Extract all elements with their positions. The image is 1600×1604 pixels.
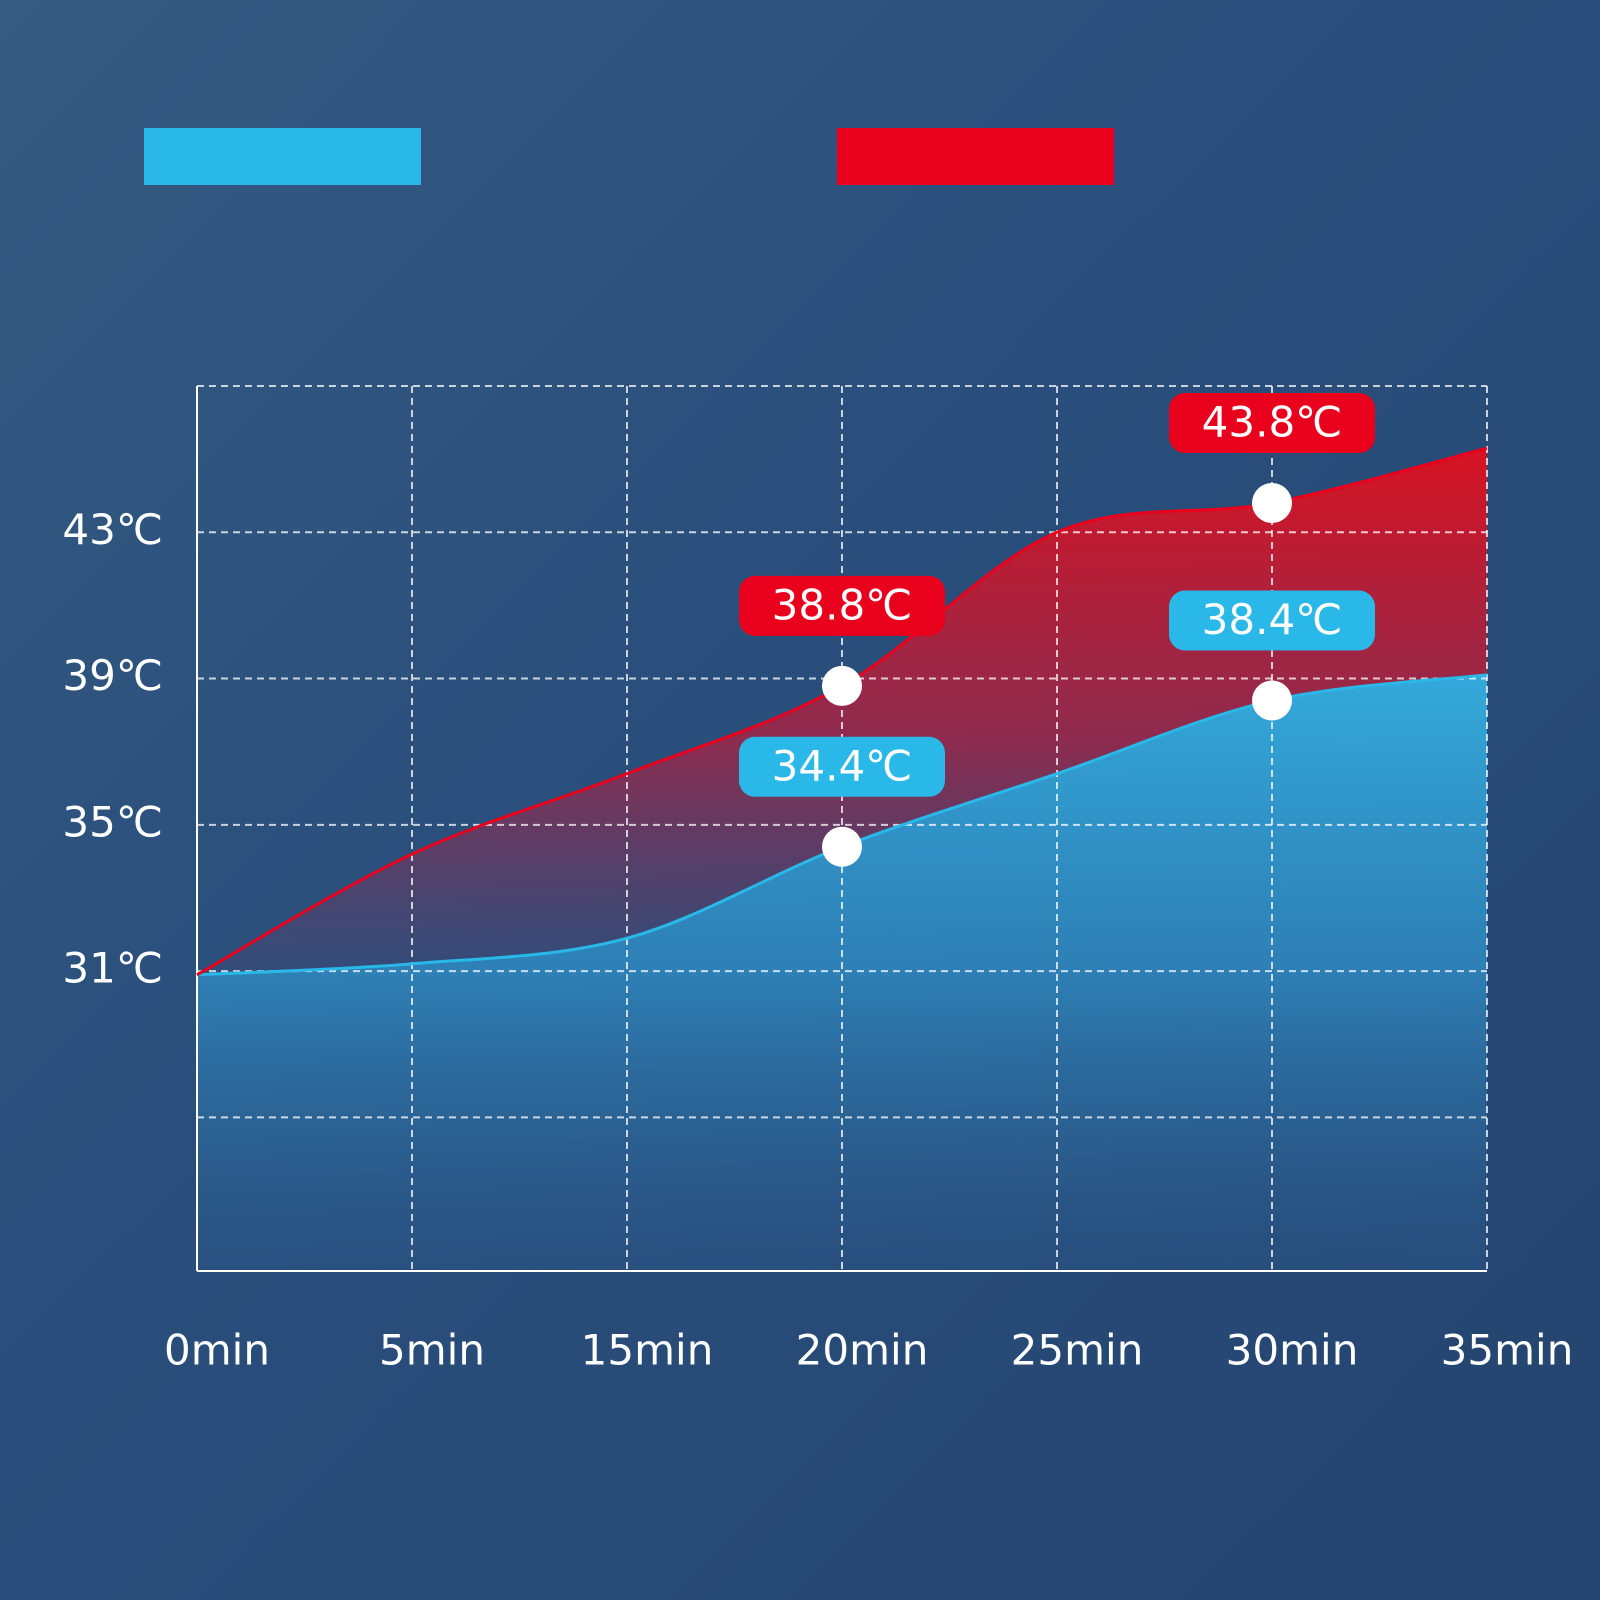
point bbox=[1252, 680, 1292, 721]
legend-swatch bbox=[837, 128, 1114, 185]
x-tick-label: 0min bbox=[164, 1326, 270, 1375]
x-tick-label: 25min bbox=[1011, 1326, 1144, 1375]
value-label: 34.4℃ bbox=[772, 741, 913, 790]
value-label-box bbox=[739, 736, 945, 797]
y-tick-label: 35℃ bbox=[62, 797, 163, 846]
area-fill bbox=[197, 674, 1487, 1271]
value-label-box bbox=[1169, 393, 1375, 454]
y-tick-label: 43℃ bbox=[62, 505, 163, 554]
value-label: 43.8℃ bbox=[1202, 398, 1343, 447]
point bbox=[822, 826, 862, 867]
point bbox=[1252, 483, 1292, 524]
value-label-box bbox=[739, 575, 945, 636]
value-label-box bbox=[1169, 590, 1375, 651]
value-label: 38.8℃ bbox=[772, 580, 913, 629]
y-tick-label: 31℃ bbox=[62, 944, 163, 993]
x-tick-label: 20min bbox=[796, 1326, 929, 1375]
x-tick-label: 15min bbox=[581, 1326, 714, 1375]
x-tick-label: 35min bbox=[1441, 1326, 1574, 1375]
legend-swatch bbox=[144, 128, 421, 185]
x-tick-label: 30min bbox=[1226, 1326, 1359, 1375]
value-label: 38.4℃ bbox=[1202, 595, 1343, 644]
point bbox=[822, 665, 862, 706]
x-tick-label: 5min bbox=[379, 1326, 485, 1375]
y-tick-label: 39℃ bbox=[62, 651, 163, 700]
